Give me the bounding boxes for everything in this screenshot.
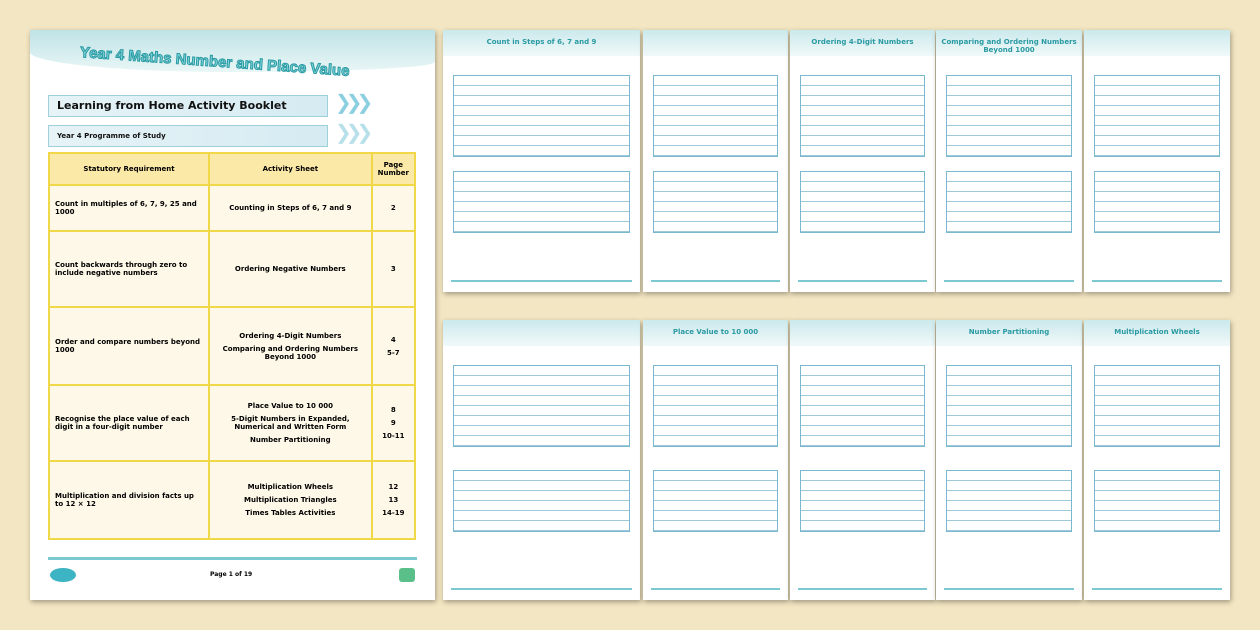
worksheet-thumbnail[interactable] (443, 320, 640, 600)
worksheet-table (1094, 171, 1220, 233)
worksheet-table (800, 75, 925, 157)
thumbnail-footer (944, 280, 1074, 282)
page-header (30, 30, 435, 72)
chevron-arrows-icon: ❯❯❯ (335, 120, 373, 144)
worksheet-table (1094, 75, 1220, 157)
activity-link[interactable]: Counting in Steps of 6, 7 and 9 (229, 204, 352, 212)
worksheet-table (800, 171, 925, 233)
page-number: 12 (388, 483, 399, 491)
worksheet-table (946, 470, 1072, 532)
page-number: 5-7 (387, 348, 400, 357)
thumbnail-footer (651, 588, 780, 590)
page-number: 2 (390, 204, 396, 212)
worksheet-table (1094, 470, 1220, 532)
thumbnail-footer (651, 280, 780, 282)
page-number: 14-19 (382, 509, 405, 517)
thumbnail-header (443, 320, 640, 346)
column-header: Activity Sheet (208, 152, 373, 186)
activity-link[interactable]: Ordering Negative Numbers (234, 265, 346, 273)
page-number: 9 (390, 419, 396, 427)
thumbnail-footer (798, 280, 927, 282)
worksheet-table (653, 171, 778, 233)
thumbnail-title: Comparing and Ordering Numbers Beyond 10… (941, 38, 1077, 54)
page-number: 13 (388, 496, 399, 504)
activity-link[interactable]: Multiplication Triangles (244, 496, 337, 504)
page-number: 3 (390, 265, 396, 273)
thumbnail-header (936, 320, 1082, 346)
requirement-cell: Multiplication and division facts up to … (48, 460, 210, 540)
thumbnail-title: Number Partitioning (968, 328, 1050, 336)
worksheet-table (946, 75, 1072, 157)
page-number: 8 (390, 406, 396, 414)
chevron-arrows-icon: ❯❯❯ (335, 90, 373, 114)
page-number: 10-11 (382, 432, 405, 440)
section-banner: Year 4 Programme of Study (48, 125, 328, 147)
contents-table: Statutory Requirement Activity Sheet Pag… (48, 152, 417, 540)
requirement-cell: Count backwards through zero to include … (48, 230, 210, 308)
worksheet-thumbnail[interactable]: Comparing and Ordering Numbers Beyond 10… (936, 30, 1082, 292)
subtitle-banner: Learning from Home Activity Booklet (48, 95, 328, 117)
thumbnail-header (790, 30, 935, 56)
worksheet-thumbnail[interactable]: Place Value to 10 000 (643, 320, 788, 600)
activity-link[interactable]: Number Partitioning (250, 436, 331, 444)
activity-link[interactable]: Comparing and Ordering Numbers Beyond 10… (222, 344, 359, 361)
worksheet-thumbnail[interactable]: Multiplication Wheels (1084, 320, 1230, 600)
thumbnail-header (1084, 320, 1230, 346)
requirement-cell: Recognise the place value of each digit … (48, 384, 210, 462)
thumbnail-footer (451, 280, 632, 282)
thumbnail-footer (944, 588, 1074, 590)
worksheet-table (946, 171, 1072, 233)
activity-link[interactable]: Place Value to 10 000 (247, 402, 333, 410)
thumbnail-header (1084, 30, 1230, 56)
worksheet-table (1094, 365, 1220, 447)
column-header: Statutory Requirement (48, 152, 210, 186)
worksheet-table (453, 365, 630, 447)
worksheet-table (453, 470, 630, 532)
activity-link[interactable]: Ordering 4-Digit Numbers (239, 331, 342, 340)
worksheet-thumbnail[interactable] (1084, 30, 1230, 292)
worksheet-table (946, 365, 1072, 447)
requirement-cell: Count in multiples of 6, 7, 9, 25 and 10… (48, 184, 210, 232)
requirement-cell: Order and compare numbers beyond 1000 (48, 306, 210, 386)
page-footer: Page 1 of 19 (210, 571, 253, 578)
section-title: Year 4 Programme of Study (57, 132, 166, 140)
subtitle: Learning from Home Activity Booklet (57, 99, 287, 112)
worksheet-table (800, 470, 925, 532)
page-number: 4 (390, 335, 396, 344)
worksheet-table (453, 171, 630, 233)
worksheet-thumbnail[interactable] (790, 320, 935, 600)
thumbnail-header (643, 30, 788, 56)
thumbnail-title: Multiplication Wheels (1114, 328, 1200, 336)
thumbnail-header (790, 320, 935, 346)
thumbnail-header (936, 30, 1082, 56)
thumbnail-footer (1092, 588, 1222, 590)
worksheet-table (653, 470, 778, 532)
worksheet-table (453, 75, 630, 157)
worksheet-thumbnail[interactable]: Count in Steps of 6, 7 and 9 (443, 30, 640, 292)
activity-link[interactable]: Multiplication Wheels (247, 483, 334, 491)
activity-link[interactable]: 5-Digit Numbers in Expanded, Numerical a… (231, 415, 350, 431)
worksheet-table (653, 365, 778, 447)
thumbnail-header (643, 320, 788, 346)
thumbnail-footer (1092, 280, 1222, 282)
thumbnail-footer (451, 588, 632, 590)
thumbnail-title: Ordering 4-Digit Numbers (811, 38, 914, 46)
publisher-logo-icon (399, 568, 415, 582)
footer-rule (48, 557, 417, 560)
worksheet-table (653, 75, 778, 157)
worksheet-table (800, 365, 925, 447)
column-header: Page Number (370, 152, 417, 186)
thumbnail-footer (798, 588, 927, 590)
activity-link[interactable]: Times Tables Activities (245, 509, 336, 517)
cover-page: Year 4 Maths Number and Place Value Lear… (30, 30, 435, 600)
twinkl-logo-icon (50, 568, 76, 582)
thumbnail-title: Count in Steps of 6, 7 and 9 (486, 38, 597, 46)
thumbnail-header (443, 30, 640, 56)
worksheet-thumbnail[interactable]: Ordering 4-Digit Numbers (790, 30, 935, 292)
worksheet-thumbnail[interactable]: Number Partitioning (936, 320, 1082, 600)
worksheet-thumbnail[interactable] (643, 30, 788, 292)
thumbnail-title: Place Value to 10 000 (672, 328, 759, 336)
